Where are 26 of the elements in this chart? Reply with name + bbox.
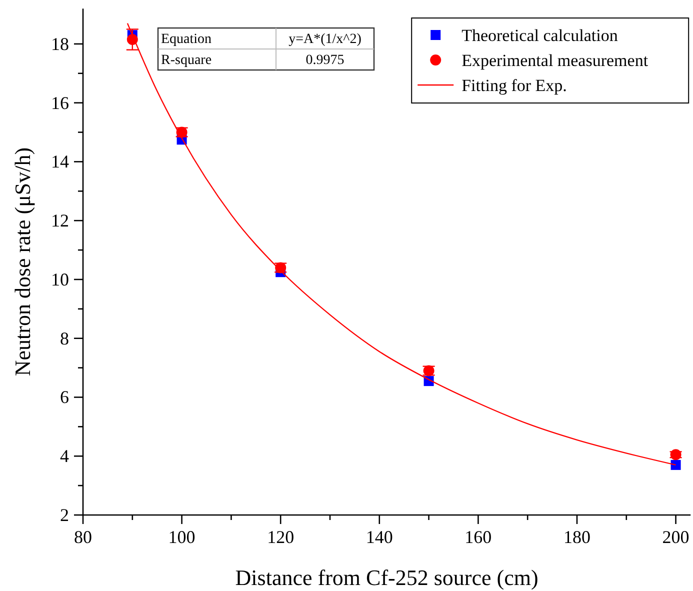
y-axis-title: Neutron dose rate (μSv/h)	[10, 147, 35, 376]
y-tick-label: 8	[60, 328, 69, 348]
annotation: R-square	[161, 53, 212, 68]
x-tick-label: 180	[563, 527, 590, 547]
x-axis-title: Distance from Cf-252 source (cm)	[235, 565, 538, 590]
y-tick-label: 14	[51, 152, 69, 172]
x-tick-label: 100	[168, 527, 196, 547]
point	[670, 460, 681, 470]
y-tick-label: 10	[51, 269, 69, 290]
x-tick-label: 80	[74, 527, 92, 547]
legend-label: Experimental measurement	[462, 51, 648, 70]
y-tick-label: 6	[60, 387, 69, 408]
legend-label: Fitting for Exp.	[462, 76, 567, 95]
annotation: Equation	[161, 32, 212, 47]
y-tick-label: 16	[51, 92, 69, 113]
annotation: 0.9975	[306, 53, 344, 68]
y-tick-label: 2	[60, 505, 69, 525]
x-tick-label: 120	[267, 527, 294, 547]
y-tick-label: 12	[51, 210, 69, 231]
legend-label: Theoretical calculation	[462, 26, 618, 45]
x-tick-label: 160	[464, 527, 492, 547]
x-tick-label: 200	[662, 527, 690, 547]
annotation: y=A*(1/x^2)	[288, 32, 362, 47]
y-tick-label: 18	[51, 34, 69, 54]
x-tick-label: 140	[366, 527, 393, 547]
y-tick-label: 4	[60, 446, 69, 466]
